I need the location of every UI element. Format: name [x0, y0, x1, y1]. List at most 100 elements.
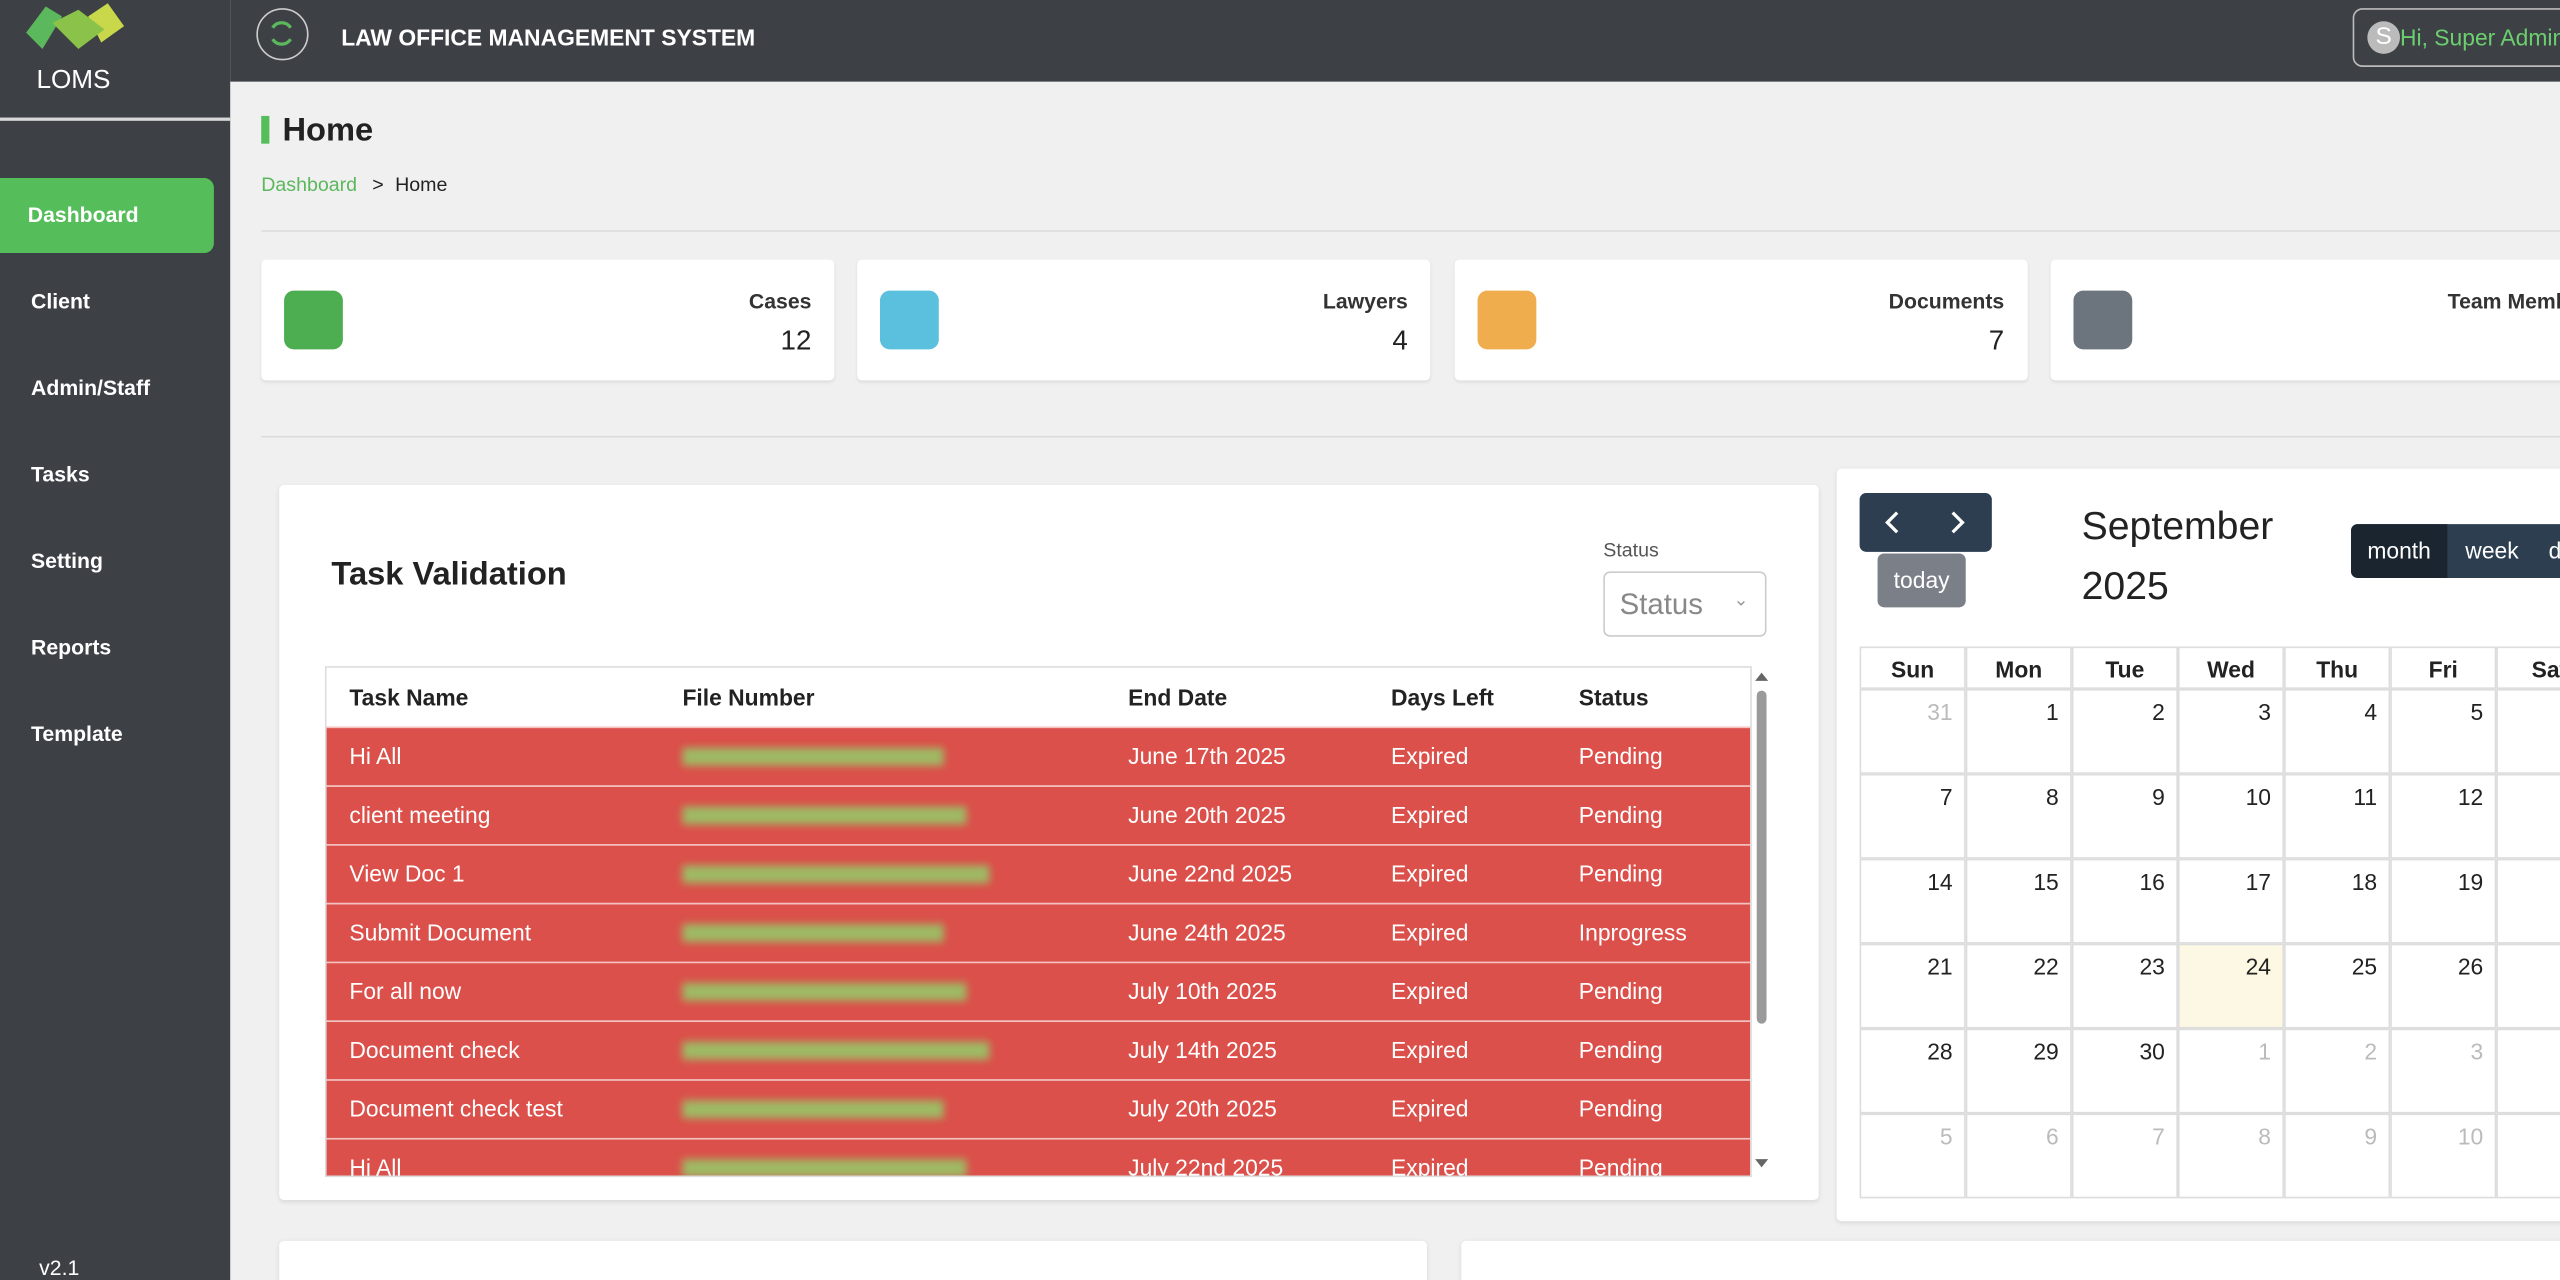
nav-item[interactable]: Client [31, 288, 90, 314]
task-table: Task Name File Number End Date Days Left Sta… [324, 666, 1752, 1178]
weekday: Wed [2177, 646, 2285, 689]
table-row[interactable]: Document check test July 20th 2025 Expired… [326, 1079, 1751, 1138]
day-cell[interactable]: 24 [2177, 943, 2285, 1029]
table-row[interactable]: For all now July 10th 2025 Expired Pending [326, 961, 1751, 1021]
redacted-file-number [682, 865, 990, 884]
day-cell[interactable]: 31 [1859, 688, 1966, 774]
redacted-file-number [682, 806, 967, 825]
view-button[interactable]: month [2351, 524, 2448, 578]
day-cell[interactable]: 16 [2071, 858, 2178, 944]
table-cell: Pending [1578, 860, 1663, 887]
table-cell: June 17th 2025 [1128, 742, 1286, 769]
table-cell: Submit Document [349, 919, 532, 946]
day-cell[interactable]: 3 [2177, 688, 2285, 774]
breadcrumb-link[interactable]: Dashboard [261, 173, 358, 196]
breadcrumb-separator: > [372, 173, 384, 196]
page-title: Home [282, 112, 374, 149]
stat-card[interactable]: Team Members [2050, 259, 2560, 381]
stat-card[interactable]: Documents 7 [1454, 259, 2028, 381]
nav-item[interactable]: Dashboard [0, 177, 214, 254]
stat-label: Documents [1888, 288, 2005, 314]
day-cell[interactable]: 25 [2284, 943, 2391, 1029]
day-cell[interactable]: 3 [2390, 1028, 2497, 1114]
table-row[interactable]: View Doc 1 June 22nd 2025 Expired Pending [326, 844, 1751, 903]
day-cell[interactable]: 14 [1859, 858, 1966, 944]
prev-button[interactable] [1885, 511, 1899, 534]
day-cell[interactable]: 26 [2390, 943, 2497, 1029]
table-row[interactable]: Submit Document June 24th 2025 Expired Inpr… [326, 902, 1751, 962]
day-cell[interactable]: 22 [1965, 943, 2072, 1029]
next-button[interactable] [1951, 511, 1965, 534]
day-cell[interactable]: 8 [1965, 773, 2072, 859]
day-cell[interactable] [2496, 858, 2560, 944]
table-cell: July 20th 2025 [1128, 1095, 1277, 1122]
refresh-button[interactable] [256, 8, 309, 61]
day-cell[interactable]: 15 [1965, 858, 2072, 944]
version: v2.1 [39, 1255, 80, 1280]
day-cell[interactable] [2496, 1028, 2560, 1114]
status-filter[interactable]: Status ⌄ [1603, 571, 1767, 637]
sidebar: LOMS v2.1 Dashboard Client Admin/Staff Task… [0, 0, 231, 1280]
stat-card[interactable]: Lawyers 4 [857, 259, 1431, 381]
day-cell[interactable]: 30 [2071, 1028, 2178, 1114]
brand: LOMS [36, 66, 111, 95]
weekday: Fri [2390, 646, 2497, 689]
day-cell[interactable]: 10 [2177, 773, 2285, 859]
scrollbar[interactable] [1753, 672, 1769, 1179]
nav-item[interactable]: Tasks [31, 462, 90, 487]
day-cell[interactable]: 9 [2071, 773, 2178, 859]
table-row[interactable]: Document check July 14th 2025 Expired Pendi… [326, 1020, 1751, 1080]
day-cell[interactable] [2496, 1113, 2560, 1199]
table-cell: Pending [1578, 1095, 1663, 1122]
day-cell[interactable]: 17 [2177, 858, 2285, 944]
today-button[interactable]: today [1877, 553, 1966, 608]
day-cell[interactable]: 7 [1859, 773, 1966, 859]
day-cell[interactable] [2496, 943, 2560, 1029]
day-cell[interactable]: 7 [2071, 1113, 2178, 1199]
day-cell[interactable]: 28 [1859, 1028, 1966, 1114]
view-switch: month weekday [2351, 524, 2560, 578]
day-cell[interactable]: 23 [2071, 943, 2178, 1029]
stat-icon [880, 290, 940, 350]
day-cell[interactable]: 8 [2177, 1113, 2285, 1199]
day-cell[interactable]: 18 [2284, 858, 2391, 944]
day-cell[interactable]: 29 [1965, 1028, 2072, 1114]
day-cell[interactable]: 12 [2390, 773, 2497, 859]
day-cell[interactable]: 1 [2177, 1028, 2285, 1114]
day-cell[interactable]: 19 [2390, 858, 2497, 944]
day-cell[interactable]: 4 [2284, 688, 2391, 774]
view-button[interactable]: day [2532, 524, 2560, 578]
table-cell: Expired [1391, 977, 1469, 1005]
day-cell[interactable]: 21 [1859, 943, 1966, 1029]
table-row[interactable]: Hi All July 22nd 2025 Expired Pending [326, 1137, 1751, 1176]
user-menu[interactable]: S Hi, Super Admin [2352, 8, 2560, 67]
day-cell[interactable]: 6 [1965, 1113, 2072, 1199]
nav-item[interactable]: Reports [31, 635, 112, 660]
view-button[interactable]: week [2465, 537, 2519, 564]
nav-arrows [1885, 511, 1965, 534]
stat-card[interactable]: Cases 12 [261, 259, 835, 381]
day-cell[interactable]: 10 [2390, 1113, 2497, 1199]
scroll-thumb[interactable] [1756, 690, 1767, 1024]
table-cell: Pending [1578, 742, 1663, 769]
day-cell[interactable]: 1 [1965, 688, 2072, 774]
day-cell[interactable] [2496, 688, 2560, 774]
stat-value: 4 [1392, 324, 1408, 356]
table-row[interactable]: client meeting June 20th 2025 Expired Pendi… [326, 785, 1751, 845]
day-cell[interactable]: 11 [2284, 773, 2391, 859]
nav-item[interactable]: Template [31, 721, 123, 747]
table-row[interactable]: Hi All June 17th 2025 Expired Pending [326, 726, 1751, 786]
nav-item[interactable]: Setting [31, 548, 103, 574]
nav-item[interactable]: Admin/Staff [31, 375, 151, 400]
day-cell[interactable]: 5 [1859, 1113, 1966, 1199]
system-title: LAW OFFICE MANAGEMENT SYSTEM [341, 24, 756, 51]
table-cell: Document check test [349, 1095, 563, 1122]
day-cell[interactable]: 9 [2284, 1113, 2391, 1199]
stat-icon [1476, 290, 1536, 350]
day-cell[interactable]: 2 [2071, 688, 2178, 774]
table-cell: Expired [1391, 1036, 1469, 1063]
day-cell[interactable]: 2 [2284, 1028, 2391, 1114]
day-cell[interactable]: 5 [2390, 688, 2497, 774]
day-cell[interactable] [2496, 773, 2560, 859]
